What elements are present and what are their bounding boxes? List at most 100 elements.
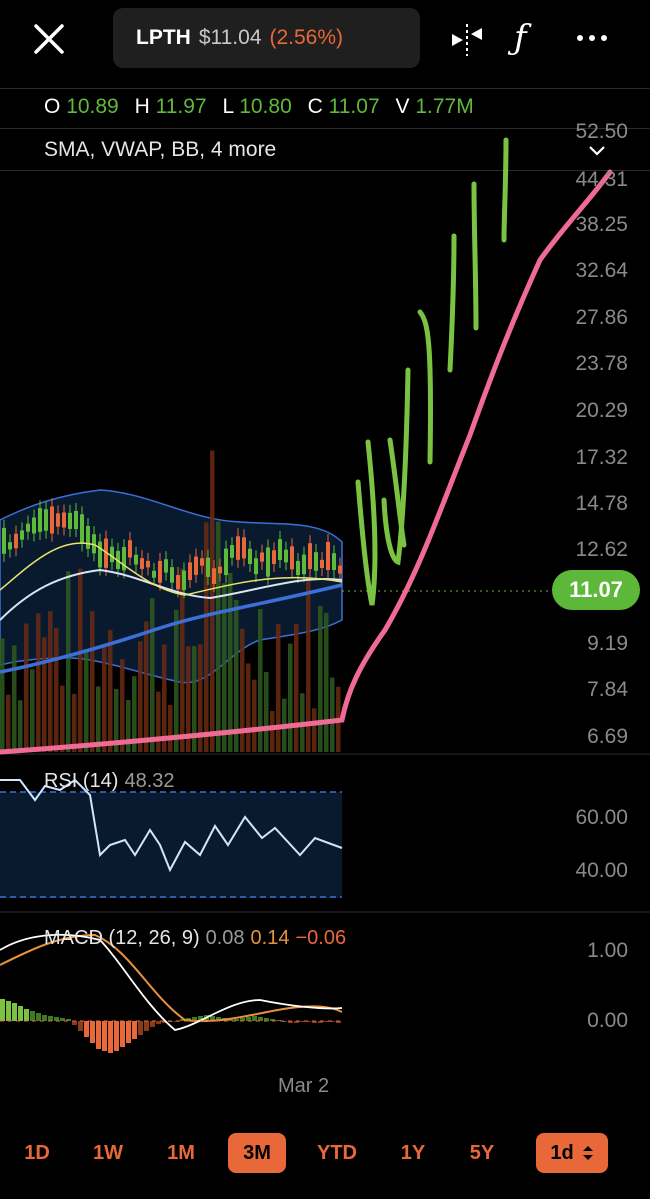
- range-3m-button[interactable]: 3M: [228, 1133, 286, 1173]
- macd-hist-bar: [162, 1021, 167, 1023]
- volume-bar: [228, 572, 233, 752]
- volume-bar: [48, 611, 53, 752]
- candle-body: [14, 533, 18, 549]
- indicators-toggle[interactable]: SMA, VWAP, BB, 4 more: [44, 138, 277, 161]
- volume-bar: [270, 710, 275, 752]
- chevron-down-icon[interactable]: [586, 142, 608, 160]
- macd-hist-bar: [234, 1019, 239, 1021]
- volume-bar: [240, 628, 245, 752]
- candle-body: [206, 557, 210, 577]
- price-axis-label: 17.32: [575, 446, 628, 469]
- macd-hist-value: −0.06: [295, 927, 347, 949]
- range-1d-button[interactable]: 1D: [24, 1141, 50, 1164]
- macd-hist-bar: [306, 1021, 311, 1022]
- range-1y-button[interactable]: 1Y: [400, 1141, 426, 1164]
- candle-body: [140, 558, 144, 569]
- candle-body: [8, 542, 12, 550]
- macd-hist-bar: [108, 1021, 113, 1053]
- macd-hist-bar: [156, 1021, 161, 1024]
- candle-body: [62, 512, 66, 528]
- close-icon[interactable]: [30, 20, 68, 58]
- volume-bar: [144, 621, 149, 752]
- macd-hist-bar: [36, 1013, 41, 1021]
- candle-body: [224, 548, 228, 576]
- candle-body: [92, 534, 96, 554]
- macd-value: 0.08: [205, 927, 245, 949]
- candle-body: [236, 536, 240, 560]
- volume-bar: [174, 609, 179, 752]
- macd-hist-bar: [24, 1009, 29, 1021]
- more-icon[interactable]: [574, 20, 610, 56]
- function-icon[interactable]: ƒ: [514, 18, 527, 58]
- candle-body: [86, 525, 90, 549]
- ohlcv-value: 11.97: [155, 95, 207, 118]
- candle-body: [110, 546, 114, 563]
- rsi-band: [0, 792, 342, 898]
- candle-body: [146, 560, 150, 568]
- macd-hist-bar: [150, 1021, 155, 1027]
- volume-bar: [192, 646, 197, 752]
- volume-bar: [234, 599, 239, 752]
- candle-body: [338, 565, 342, 574]
- sma-short-line: [0, 542, 343, 596]
- macd-histogram: [0, 999, 341, 1053]
- macd-hist-bar: [282, 1021, 287, 1022]
- volume-bar: [204, 522, 209, 752]
- macd-axis-label: 0.00: [587, 1009, 628, 1032]
- candle-body: [200, 558, 204, 566]
- ohlcv-key: C: [307, 95, 323, 118]
- volume-bar: [276, 624, 281, 752]
- candle-body: [74, 511, 78, 529]
- volume-bar: [132, 676, 137, 752]
- candle-body: [218, 566, 222, 574]
- macd-hist-bar: [90, 1021, 95, 1043]
- candle-body: [44, 509, 48, 531]
- ohlcv-key: H: [134, 95, 150, 118]
- vwap-line: [0, 568, 343, 621]
- range-5y-button[interactable]: 5Y: [469, 1141, 495, 1164]
- range-1w-button[interactable]: 1W: [93, 1141, 123, 1164]
- volume-bar: [288, 643, 293, 752]
- interval-select[interactable]: 1d: [536, 1133, 608, 1173]
- candle-body: [320, 559, 324, 568]
- volume-bar: [60, 685, 65, 752]
- candle-body: [56, 513, 60, 527]
- macd-hist-bar: [66, 1019, 71, 1021]
- volume-bar: [30, 669, 35, 752]
- volume-bar: [318, 605, 323, 752]
- macd-hist-bar: [12, 1003, 17, 1021]
- macd-hist-bar: [252, 1016, 257, 1021]
- ticker-symbol: LPTH: [136, 26, 191, 49]
- candle-body: [194, 556, 198, 575]
- range-1m-button[interactable]: 1M: [167, 1141, 195, 1164]
- volume-bar: [156, 691, 161, 752]
- candle-body: [98, 541, 102, 568]
- range-ytd-button[interactable]: YTD: [317, 1141, 357, 1164]
- ticker-pill[interactable]: LPTH $11.04 (2.56%): [113, 8, 420, 68]
- volume-bar: [126, 700, 131, 752]
- draw-tool-icon[interactable]: [448, 22, 486, 58]
- macd-hist-bar: [294, 1021, 299, 1023]
- candle-body: [158, 560, 162, 583]
- volume-bar: [294, 623, 299, 752]
- candle-body: [128, 540, 132, 558]
- pink-trend-drawing: [0, 169, 613, 755]
- divider: [0, 128, 650, 129]
- volume-bar: [198, 644, 203, 752]
- divider: [0, 88, 650, 89]
- macd-hist-bar: [168, 1021, 173, 1022]
- volume-bar: [6, 694, 11, 752]
- volume-bar: [114, 688, 119, 752]
- volume-bar: [120, 659, 125, 752]
- candle-body: [248, 548, 252, 564]
- volume-bar: [324, 612, 329, 752]
- volume-bar: [150, 598, 155, 752]
- macd-hist-bar: [198, 1016, 203, 1021]
- candle-body: [20, 530, 24, 540]
- x-axis-label: Mar 2: [278, 1075, 330, 1097]
- volume-bar: [90, 611, 95, 752]
- macd-hist-bar: [288, 1021, 293, 1023]
- volume-bar: [0, 638, 5, 752]
- volume-bar: [42, 637, 47, 752]
